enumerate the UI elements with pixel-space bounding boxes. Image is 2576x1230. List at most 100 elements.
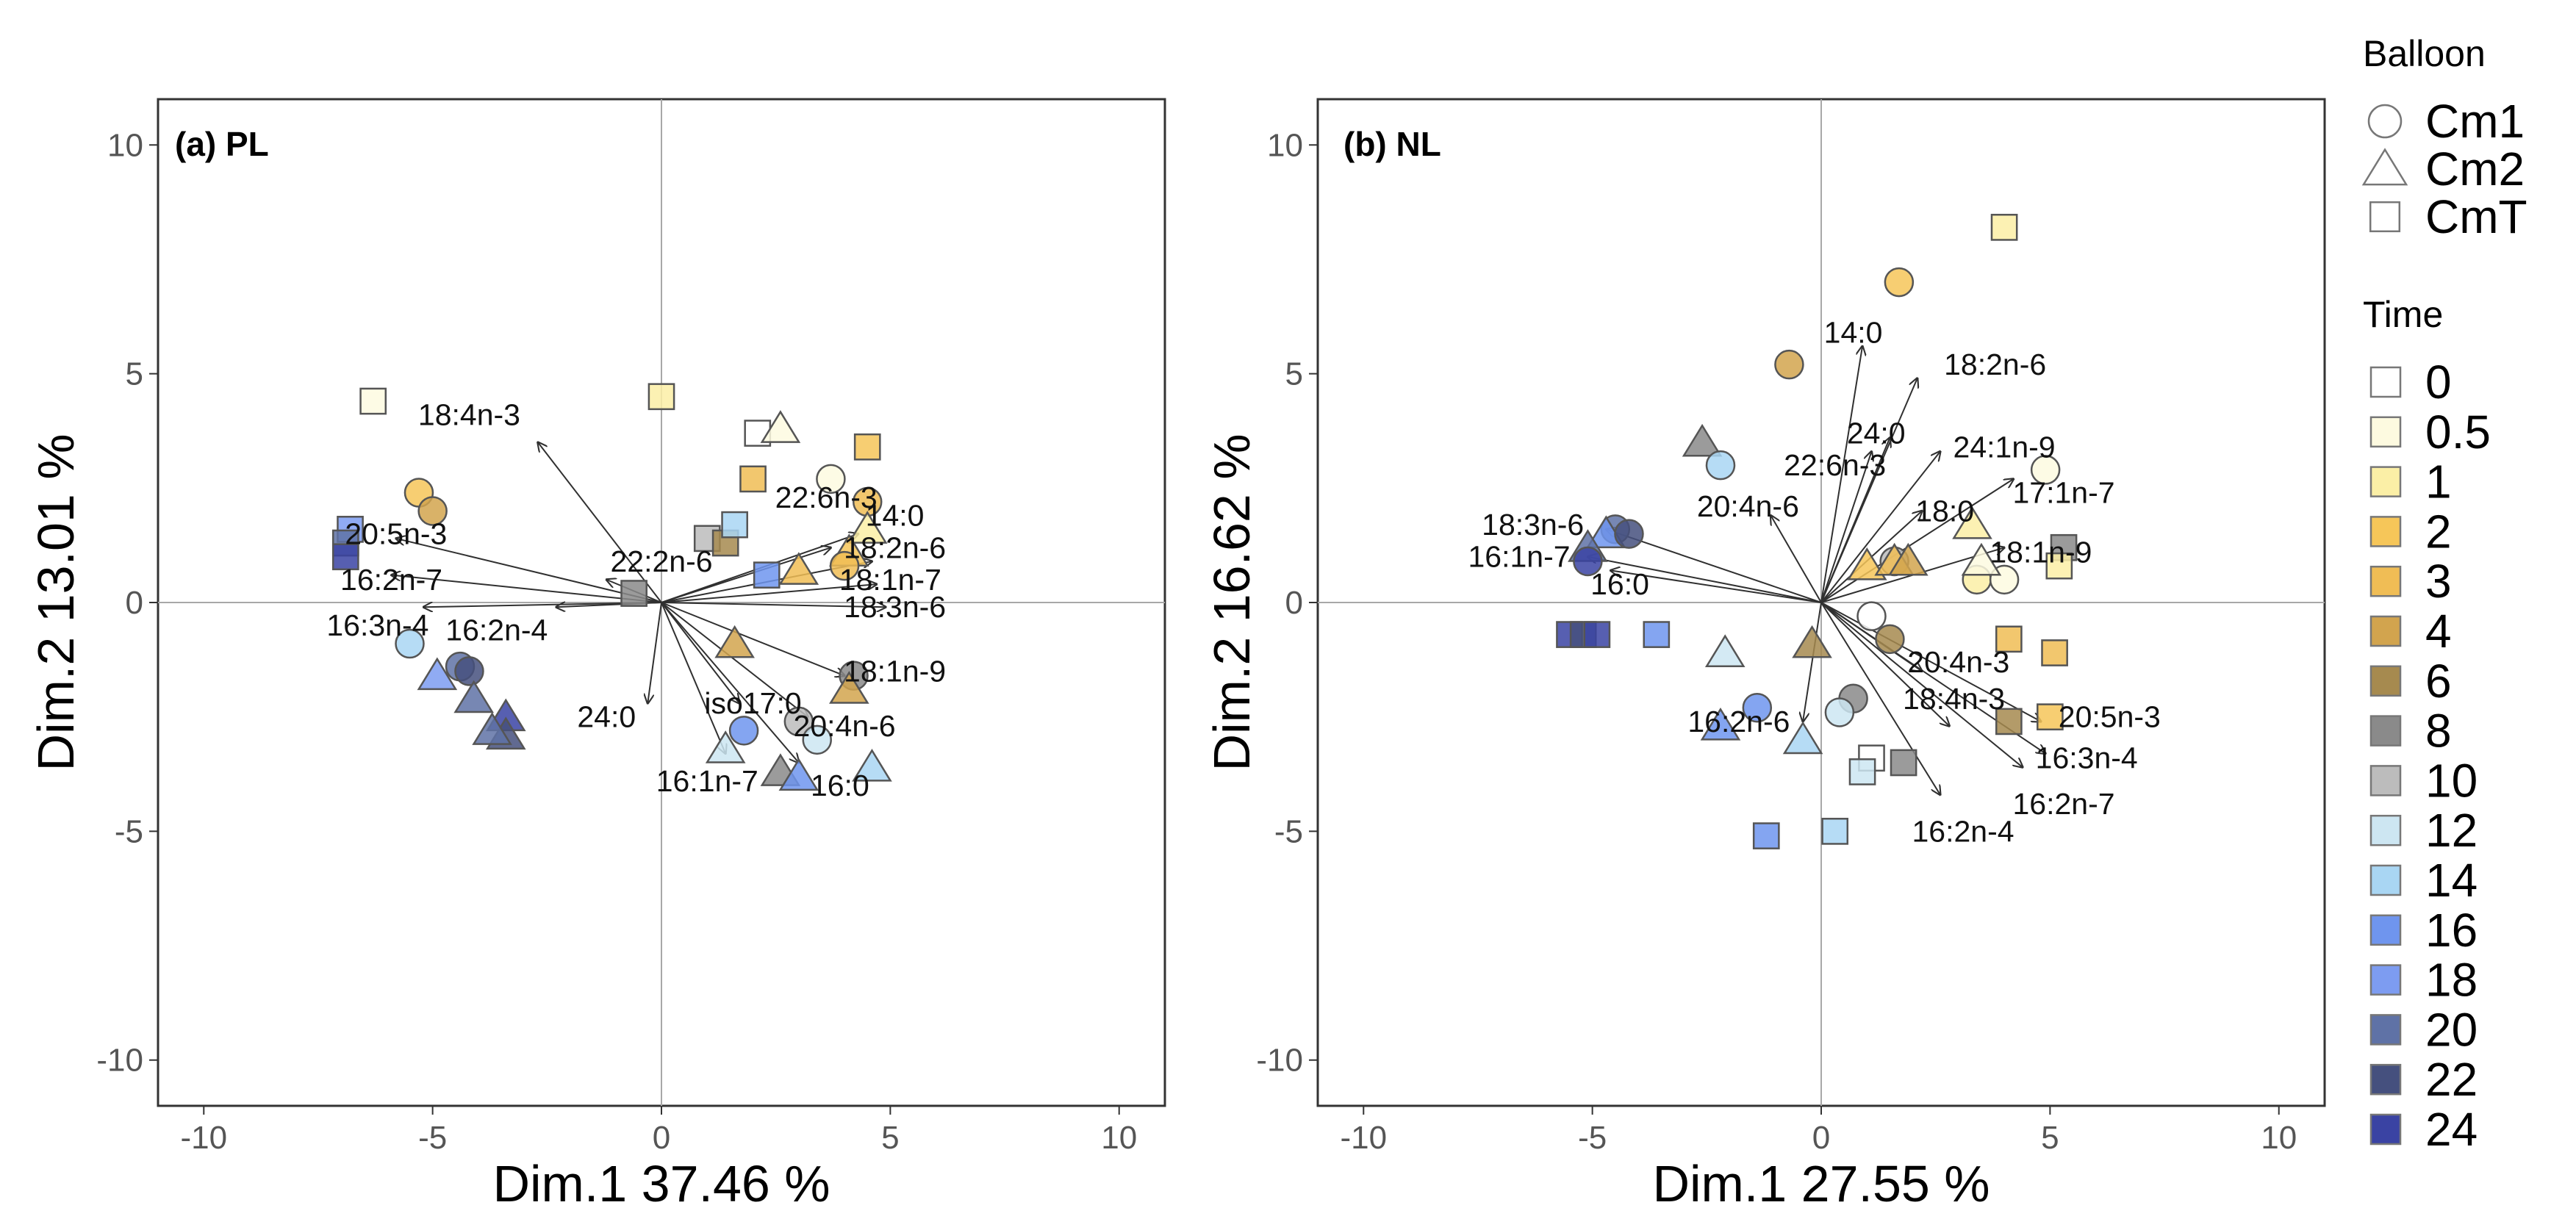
panel-b-y-tick-label: 10 <box>1267 127 1303 163</box>
panel-b-point <box>2045 552 2073 580</box>
panel-a-vector-label: 16:0 <box>811 769 869 802</box>
legend-time-swatch <box>2369 416 2402 448</box>
legend-time-label: 14 <box>2425 854 2478 907</box>
panel-a-vector-label: 16:2n-4 <box>445 613 548 647</box>
panel-a-vector-arrow <box>661 602 739 703</box>
panel-b-point <box>1846 547 1887 580</box>
panel-a-x-tick-label: 0 <box>653 1120 670 1156</box>
panel-a-point <box>739 465 767 493</box>
legend-time-swatch <box>2369 516 2402 547</box>
panel-a-point <box>454 656 484 686</box>
panel-b-vector-arrow <box>1803 602 1822 722</box>
legend-balloon-label: Cm2 <box>2425 143 2525 195</box>
panel-a-point <box>816 464 846 494</box>
panel-a-vector-label: 16:1n-7 <box>656 764 758 798</box>
panel-a-point <box>395 628 425 659</box>
panel-b-x-axis-label: Dim.1 27.55 % <box>1652 1155 1990 1212</box>
legend-time-label: 12 <box>2425 804 2478 857</box>
legend-time-swatch <box>2369 715 2402 747</box>
legend-time-swatch <box>2369 914 2402 946</box>
panel-a-point <box>829 550 860 581</box>
legend-time-title: Time <box>2363 294 2443 335</box>
legend-shape-cm1 <box>2367 104 2403 139</box>
legend-time-label: 2 <box>2425 505 2452 558</box>
panel-b-point <box>1952 506 1992 539</box>
panel-b-vector-label: 18:1n-9 <box>1990 536 2092 569</box>
panel-b-point <box>1614 519 1644 549</box>
panel-a-vector-label: 18:4n-3 <box>418 398 520 432</box>
panel-a-point <box>472 712 512 745</box>
panel-b-point <box>1995 708 2023 736</box>
panel-a-point <box>753 561 781 589</box>
panel-b-x-tick-label: 10 <box>2261 1120 2297 1156</box>
panel-a-y-tick-label: 5 <box>126 356 143 392</box>
panel-a-vector-label: 22:2n-6 <box>610 544 712 578</box>
panel-a-point <box>417 496 448 526</box>
panel-a-point <box>853 433 881 461</box>
panel-b-ticks: -10 -5 0 5 10 -10 -5 0 5 10 <box>1256 127 2297 1156</box>
panel-a-point <box>359 387 387 415</box>
panel-a-vector-arrow <box>661 584 877 603</box>
panel-b-point <box>1792 625 1832 658</box>
panel-a-x-tick-label: -10 <box>180 1120 227 1156</box>
panel-a-vector-label: 20:4n-6 <box>794 709 896 743</box>
panel-b-vector-arrow <box>1820 438 1890 603</box>
panel-b-point <box>2041 639 2068 666</box>
panel-b-vector-label: 16:2n-7 <box>2013 787 2115 821</box>
panel-b-vector-arrow <box>1820 602 1940 795</box>
panel-b-vector-label: 18:0 <box>1915 494 1974 528</box>
panel-b-vector-label: 17:1n-7 <box>2013 476 2115 510</box>
panel-a-vector-arrow <box>392 575 662 603</box>
panel-b-x-tick-label: 5 <box>2041 1120 2059 1156</box>
panel-b-vector-label: 22:6n-3 <box>1784 448 1886 482</box>
panel-a-vector-arrow <box>538 442 662 603</box>
panel-a-point <box>647 383 675 411</box>
panel-b-point <box>2030 455 2061 485</box>
panel-b-x-tick-label: 0 <box>1812 1120 1830 1156</box>
panel-b-vector-label: 24:0 <box>1847 417 1906 450</box>
panel-b-vector-arrow <box>1820 602 2023 767</box>
panel-a-point <box>778 552 819 585</box>
panel-b-y-tick-label: 5 <box>1285 356 1303 392</box>
panel-b-point <box>1824 697 1855 727</box>
panel-b-y-tick-label: -5 <box>1274 813 1303 849</box>
legend-time-label: 18 <box>2425 954 2478 1007</box>
panel-b-vector-label: 20:4n-3 <box>1907 645 2009 679</box>
panel-b-point <box>1742 692 1773 723</box>
panel-b-vector-labels: 14:0 18:2n-6 24:022:6n-3 24:1n-9 17:1n-7 18:0… <box>1468 316 2160 849</box>
panel-b-vector-arrow <box>1820 602 1949 726</box>
panel-b-point <box>1888 542 1929 576</box>
panel-b-point <box>1573 546 1603 577</box>
panel-a-point <box>760 410 801 443</box>
panel-b-vector-label: 16:3n-4 <box>2036 741 2138 775</box>
panel-a-vector-label: 16:2n-7 <box>340 563 442 597</box>
panel-a-vector-label: 18:2n-6 <box>844 531 946 564</box>
panel-a-vector-label: 18:1n-7 <box>839 563 941 597</box>
legend-time-swatch <box>2369 1063 2402 1096</box>
panel-b-vector-label: 20:4n-6 <box>1697 489 1799 523</box>
legend-time-label: 8 <box>2425 705 2452 758</box>
panel-b-y-tick-label: 0 <box>1285 585 1303 621</box>
panel-b-vector-label: 18:4n-3 <box>1903 682 2005 716</box>
panel-b-vector-label: 20:5n-3 <box>2059 700 2161 734</box>
panel-b-point <box>2037 703 2064 731</box>
panel-b-point <box>1682 423 1723 457</box>
panel-b-vector-label: 14:0 <box>1824 316 1883 350</box>
panel-a-x-tick-label: 5 <box>881 1120 899 1156</box>
panel-a-vector-label: 22:6n-3 <box>775 481 878 514</box>
legend-time-swatch <box>2369 366 2402 398</box>
panel-b-y-tick-label: -10 <box>1256 1043 1303 1079</box>
panel-b-vector-arrow <box>1820 346 1862 603</box>
panel-a-vector-arrow <box>396 539 662 603</box>
panel-b-point <box>1884 267 1915 298</box>
panel-a-y-axis-label: Dim.2 13.01 % <box>27 434 85 771</box>
panel-a-title: (a) PL <box>175 125 269 163</box>
legend-time-label: 20 <box>2425 1003 2478 1056</box>
panel-a-vector-labels: 18:4n-3 20:5n-3 16:2n-7 16:3n-4 16:2n-4 22:2n… <box>326 398 946 802</box>
panel-a-vector-arrow <box>661 602 725 754</box>
legend-time-swatch <box>2369 615 2402 647</box>
panel-b-point <box>1705 450 1736 481</box>
panel-a-y-tick-label: 0 <box>126 585 143 621</box>
panel-a-points <box>331 383 892 791</box>
